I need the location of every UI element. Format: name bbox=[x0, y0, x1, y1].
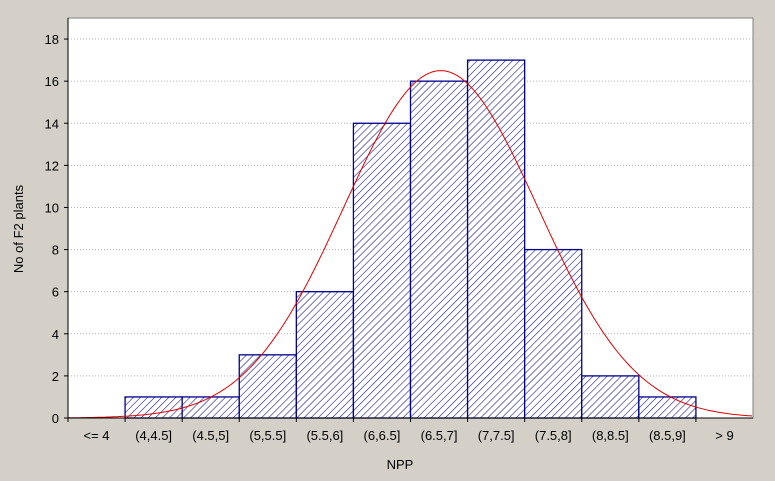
y-tick-label: 14 bbox=[45, 116, 59, 131]
bar-2 bbox=[181, 396, 240, 419]
bar-7 bbox=[466, 59, 526, 419]
y-tick-label: 16 bbox=[45, 74, 59, 89]
x-tick-label: (8,8.5] bbox=[592, 428, 629, 443]
y-tick-label: 8 bbox=[52, 243, 59, 258]
y-tick-label: 0 bbox=[52, 411, 59, 426]
x-tick-label: (7,7.5] bbox=[478, 428, 515, 443]
bar-8 bbox=[524, 248, 583, 419]
y-tick-label: 10 bbox=[45, 200, 59, 215]
y-axis-ticks: 0 2 4 6 8 10 12 14 16 18 bbox=[45, 32, 68, 426]
bar-1 bbox=[124, 396, 183, 419]
y-tick-label: 4 bbox=[52, 327, 59, 342]
bars bbox=[124, 59, 697, 419]
x-axis-ticks: <= 4 (4,4.5] (4.5,5] (5,5.5] (5.5,6] (6,6.5] (… bbox=[67, 418, 734, 443]
y-tick-label: 18 bbox=[45, 32, 59, 47]
bar-3 bbox=[238, 354, 297, 419]
bar-10 bbox=[638, 396, 697, 419]
bar-6 bbox=[409, 80, 469, 419]
x-tick-label: (7.5,8] bbox=[535, 428, 572, 443]
y-tick-label: 2 bbox=[52, 369, 59, 384]
normal-fit-curve bbox=[68, 70, 753, 419]
bar-5 bbox=[352, 122, 412, 419]
x-axis-title: NPP bbox=[387, 457, 414, 472]
x-tick-label: (5.5,6] bbox=[306, 428, 343, 443]
y-axis-title: No of F2 plants bbox=[11, 184, 26, 273]
bar-4 bbox=[295, 291, 355, 419]
bar-9 bbox=[581, 375, 640, 419]
x-tick-label: > 9 bbox=[715, 428, 733, 443]
x-tick-label: (5,5.5] bbox=[249, 428, 286, 443]
x-tick-label: <= 4 bbox=[84, 428, 110, 443]
x-tick-label: (8.5,9] bbox=[649, 428, 686, 443]
x-tick-label: (4.5,5] bbox=[192, 428, 229, 443]
x-tick-label: (4,4.5] bbox=[135, 428, 172, 443]
y-tick-label: 6 bbox=[52, 285, 59, 300]
x-tick-label: (6.5,7] bbox=[421, 428, 458, 443]
y-tick-label: 12 bbox=[45, 158, 59, 173]
x-tick-label: (6,6.5] bbox=[364, 428, 401, 443]
